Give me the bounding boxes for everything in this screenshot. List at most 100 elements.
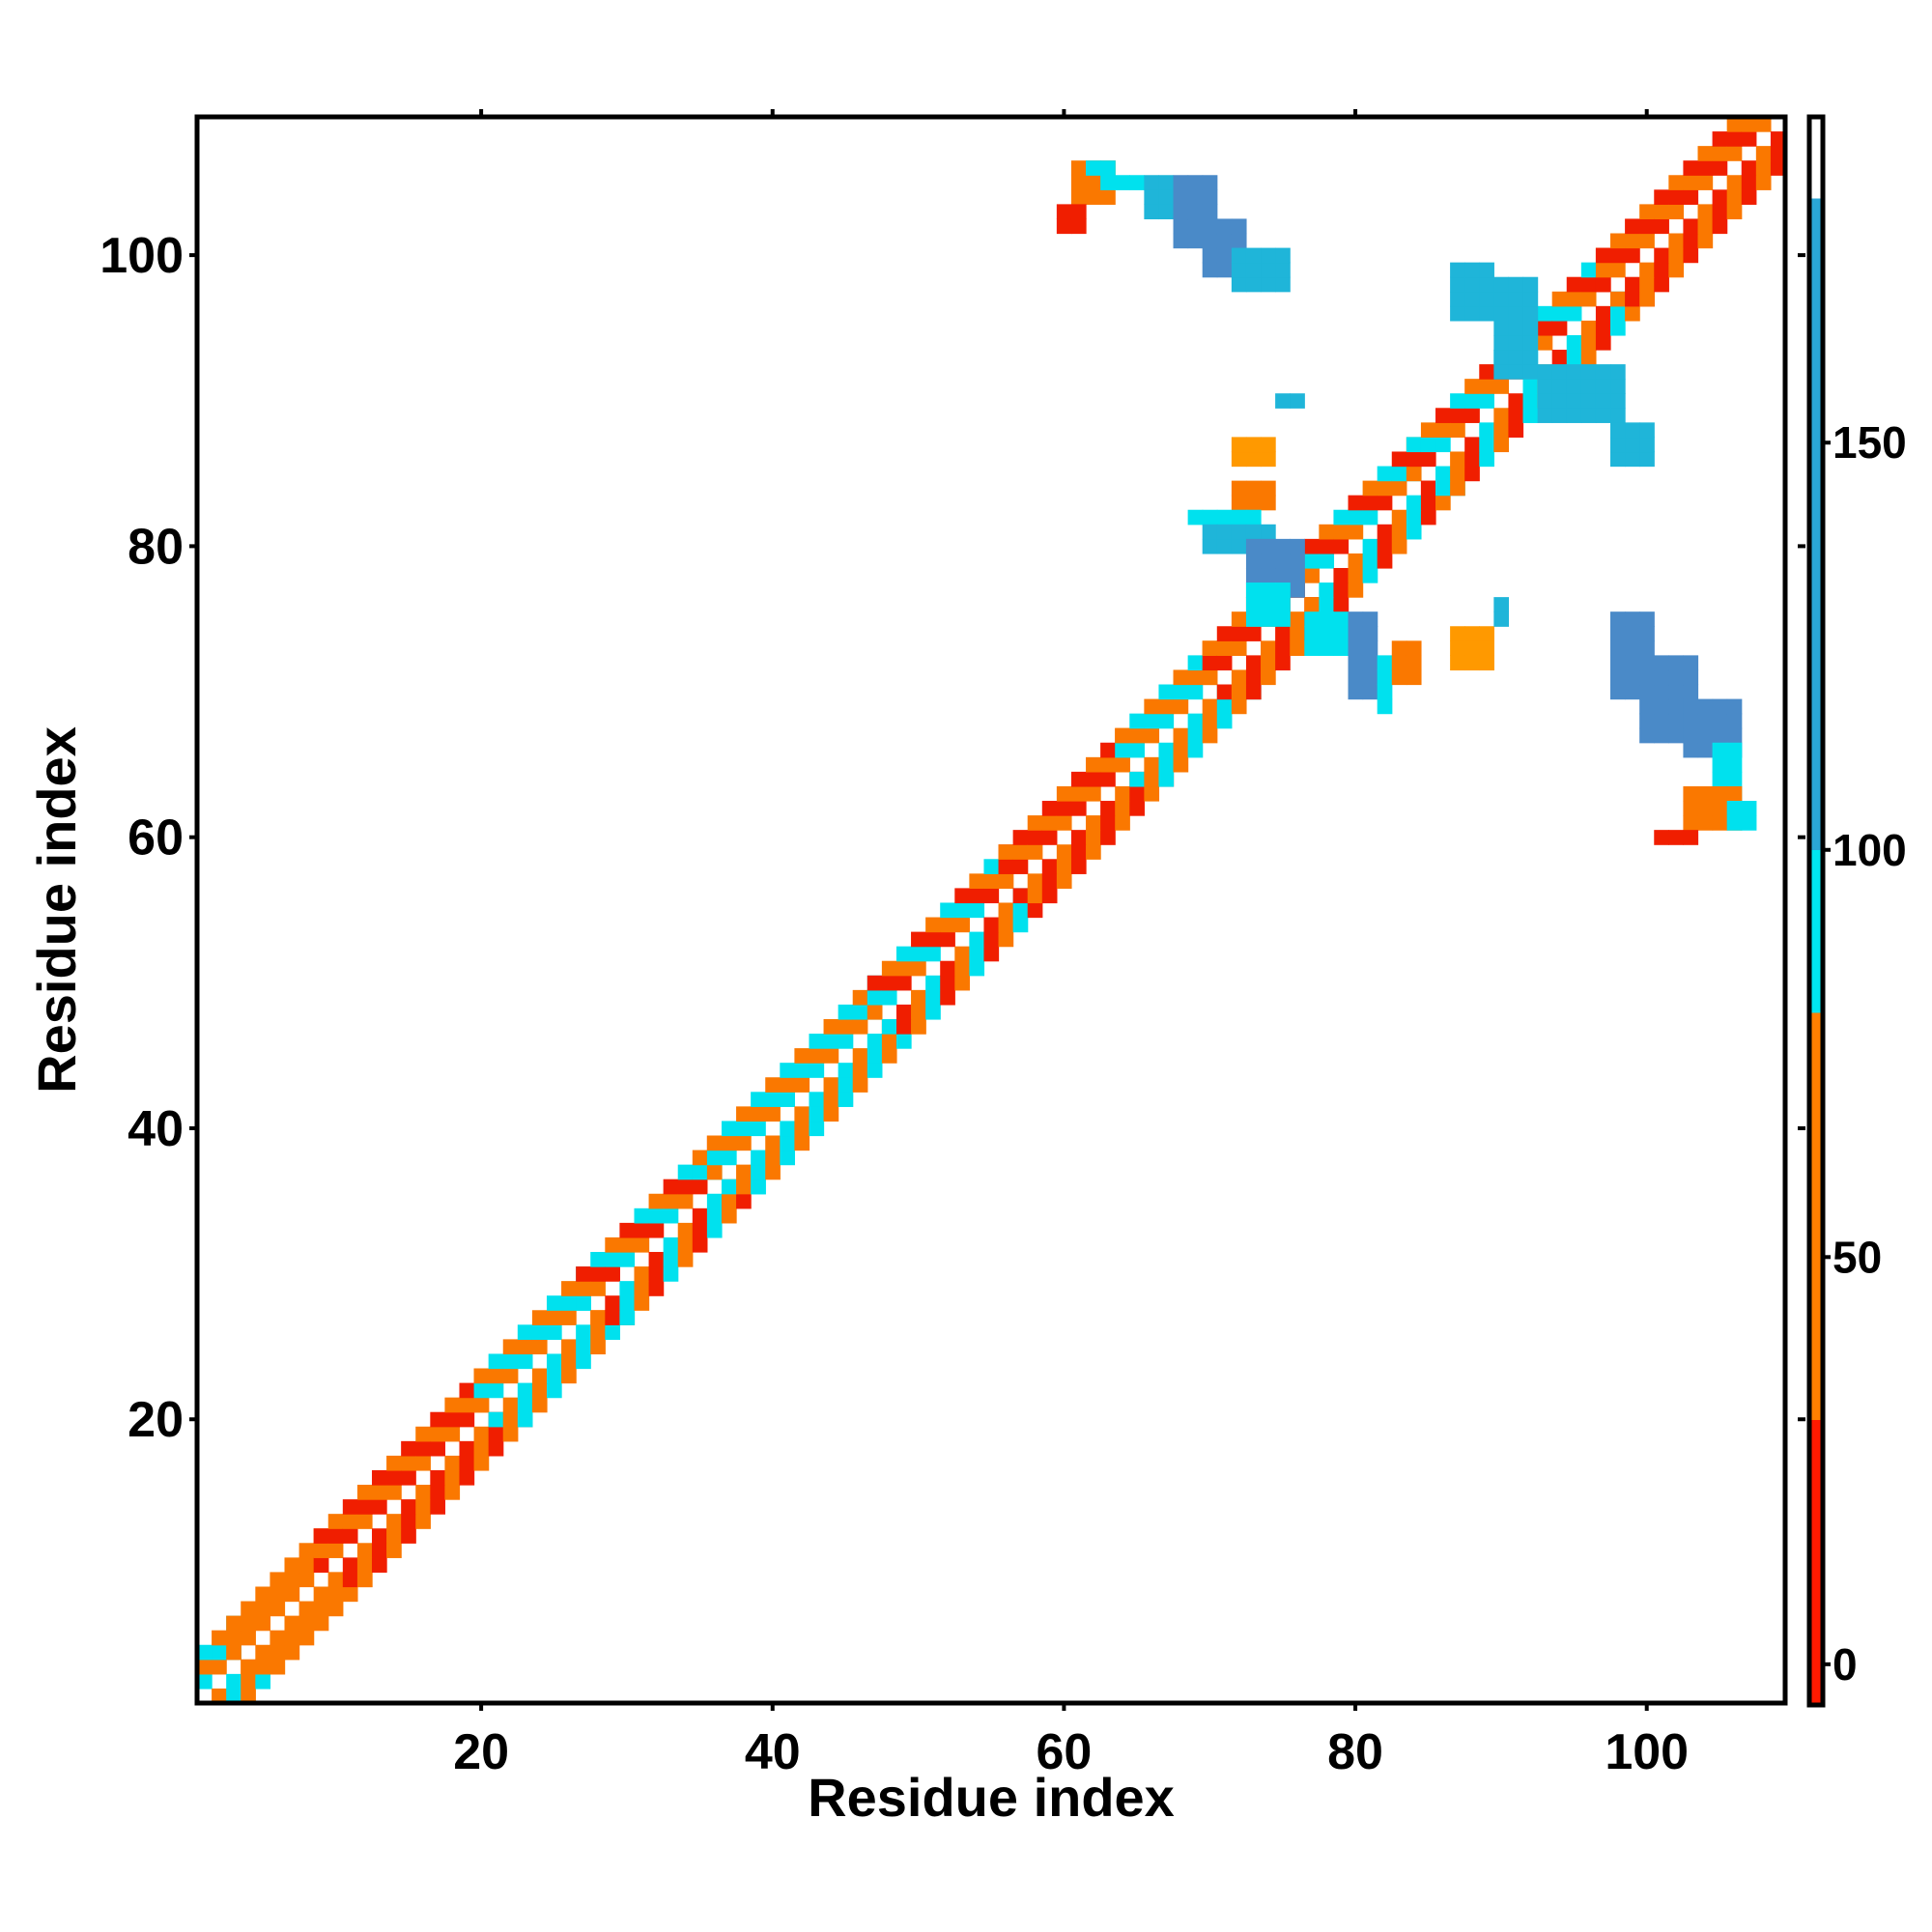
y-tick-label: 40 <box>128 1101 184 1157</box>
heatmap-cell <box>998 859 1014 874</box>
heatmap-cell <box>692 1236 708 1253</box>
heatmap-cell <box>401 1499 416 1515</box>
heatmap-cell <box>1610 379 1626 394</box>
heatmap-cell <box>1216 538 1233 554</box>
heatmap-cell <box>1100 830 1116 845</box>
heatmap-cell <box>1231 437 1247 453</box>
heatmap-cell <box>1639 626 1655 641</box>
heatmap-cell <box>1639 713 1655 729</box>
heatmap-cell <box>1041 801 1058 816</box>
heatmap-cell <box>663 1179 679 1195</box>
heatmap-cell <box>1012 902 1029 919</box>
heatmap-cell <box>1580 262 1597 278</box>
heatmap-cell <box>1420 480 1436 497</box>
heatmap-cell <box>1377 655 1393 671</box>
heatmap-cell <box>1275 626 1291 641</box>
heatmap-cell <box>576 1281 591 1296</box>
heatmap-cell <box>1056 859 1072 874</box>
heatmap-cell <box>940 989 955 1006</box>
heatmap-cell <box>1639 233 1655 249</box>
heatmap-cell <box>459 1397 475 1413</box>
heatmap-cell <box>1683 785 1699 802</box>
heatmap-cell <box>1261 480 1276 497</box>
heatmap-cell <box>197 1644 213 1661</box>
heatmap-cell <box>1362 669 1378 686</box>
heatmap-cell <box>1129 801 1145 816</box>
heatmap-cell <box>1245 669 1262 686</box>
heatmap-cell <box>823 1092 839 1107</box>
heatmap-cell <box>1697 218 1714 235</box>
heatmap-cell <box>1231 684 1247 700</box>
heatmap-cell <box>1625 655 1640 671</box>
heatmap-cell <box>1290 626 1305 641</box>
heatmap-cell <box>969 873 985 890</box>
heatmap-cell <box>1435 466 1451 482</box>
heatmap-cell <box>1566 350 1582 365</box>
heatmap-cell <box>1158 175 1175 190</box>
heatmap-cell <box>1391 466 1407 482</box>
heatmap-cell <box>1261 567 1276 583</box>
heatmap-cell <box>677 1164 694 1180</box>
heatmap-cell <box>1420 495 1436 511</box>
heatmap-cell <box>1362 480 1378 497</box>
heatmap-cell <box>1158 698 1175 715</box>
heatmap-cell <box>1216 509 1233 526</box>
heatmap-cell <box>1187 742 1204 758</box>
heatmap-cell <box>371 1557 387 1574</box>
heatmap-cell <box>1070 189 1087 205</box>
heatmap-cell <box>1027 873 1043 890</box>
heatmap-cell <box>1697 204 1714 220</box>
heatmap-cell <box>1333 538 1350 554</box>
heatmap-cell <box>983 917 1000 933</box>
heatmap-cell <box>561 1353 577 1370</box>
heatmap-cell <box>634 1266 650 1282</box>
heatmap-cell <box>327 1586 344 1603</box>
heatmap-cell <box>1012 830 1029 845</box>
heatmap-cell <box>1202 189 1218 205</box>
heatmap-cell <box>1625 451 1640 468</box>
heatmap-cell <box>1070 175 1087 190</box>
heatmap-cell <box>1741 117 1757 132</box>
heatmap-cell <box>1493 611 1510 627</box>
heatmap-cell <box>1275 567 1291 583</box>
heatmap-cell <box>648 1222 665 1238</box>
heatmap-cell <box>1479 451 1494 468</box>
heatmap-cell <box>983 859 1000 874</box>
heatmap-cell <box>706 1208 723 1224</box>
heatmap-cell <box>1566 364 1582 380</box>
heatmap-cell <box>1261 451 1276 468</box>
heatmap-cell <box>401 1469 416 1486</box>
heatmap-cell <box>1245 276 1262 293</box>
heatmap-cell <box>765 1077 781 1093</box>
heatmap-cell <box>1261 495 1276 511</box>
heatmap-cell <box>1595 276 1611 293</box>
heatmap-cell <box>1041 888 1058 904</box>
heatmap-cell <box>1712 160 1728 176</box>
heatmap-cell <box>1158 684 1175 700</box>
heatmap-cell <box>1348 669 1364 686</box>
heatmap-cell <box>1173 698 1189 715</box>
heatmap-cell <box>459 1382 475 1399</box>
heatmap-cell <box>1056 785 1072 802</box>
heatmap-cell <box>1639 611 1655 627</box>
heatmap-cell <box>1100 801 1116 816</box>
heatmap-cell <box>255 1615 271 1632</box>
heatmap-cell <box>677 1236 694 1253</box>
heatmap-cell <box>1522 408 1539 423</box>
heatmap-cell <box>852 1063 868 1078</box>
heatmap-cell <box>1173 669 1189 686</box>
heatmap-cell <box>1580 276 1597 293</box>
heatmap-cell <box>1493 364 1510 380</box>
heatmap-cell <box>298 1601 315 1617</box>
heatmap-cell <box>1100 175 1116 190</box>
heatmap-cell <box>1450 655 1465 671</box>
heatmap-cell <box>867 1063 883 1078</box>
heatmap-cell <box>1290 538 1305 554</box>
heatmap-cell <box>983 931 1000 948</box>
heatmap-cell <box>954 917 970 933</box>
heatmap-cell <box>1041 873 1058 890</box>
heatmap-cell <box>1362 655 1378 671</box>
heatmap-cell <box>502 1368 519 1384</box>
heatmap-cell <box>1493 305 1510 322</box>
heatmap-cell <box>648 1266 665 1282</box>
